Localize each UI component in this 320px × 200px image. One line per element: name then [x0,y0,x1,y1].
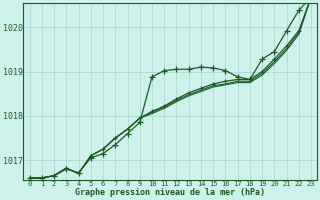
X-axis label: Graphe pression niveau de la mer (hPa): Graphe pression niveau de la mer (hPa) [75,188,265,197]
